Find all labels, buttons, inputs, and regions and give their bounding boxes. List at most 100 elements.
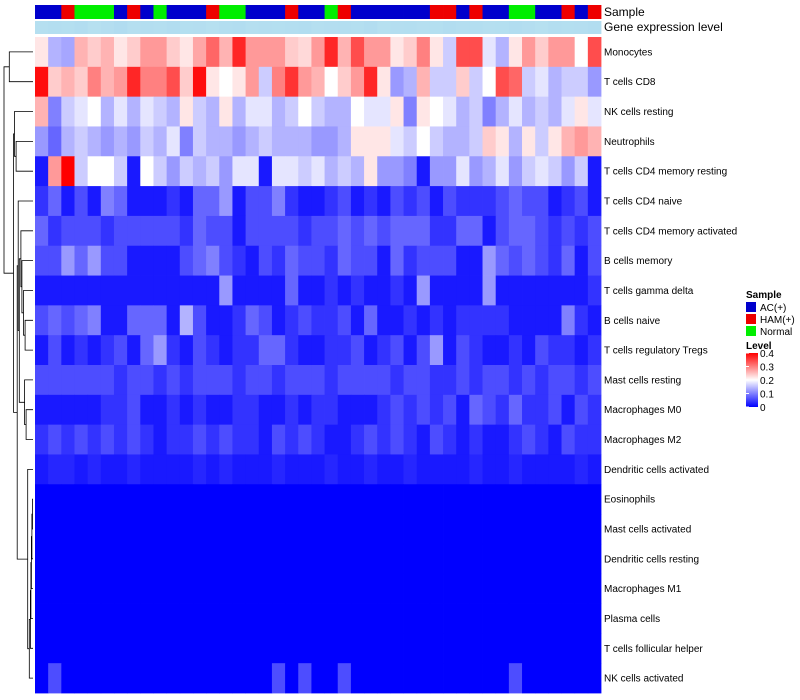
dendrogram-branch [28, 619, 33, 679]
heatmap-cell [140, 603, 154, 634]
heatmap-cell [74, 394, 89, 426]
heatmap-cell [403, 245, 418, 276]
heatmap-cell [206, 543, 220, 575]
heatmap-cell [35, 454, 49, 485]
heatmap-cell [206, 484, 220, 515]
heatmap-cell [166, 96, 181, 127]
heatmap-cell [324, 245, 339, 276]
heatmap-cell [508, 37, 523, 68]
heatmap-cell [100, 633, 115, 664]
heatmap-cell [403, 663, 418, 694]
row-label: T cells regulatory Tregs [604, 346, 708, 357]
heatmap-cell [429, 126, 444, 157]
heatmap-cell [127, 37, 141, 68]
heatmap-cell [35, 215, 49, 247]
heatmap-cell [574, 603, 589, 634]
heatmap-cell [574, 454, 589, 485]
heatmap-cell [429, 275, 444, 306]
heatmap-cell [508, 126, 523, 157]
row-label: B cells memory [604, 256, 672, 267]
heatmap-cell [74, 514, 89, 545]
heatmap-cell [469, 633, 483, 664]
heatmap-cell [74, 37, 89, 68]
heatmap-cell [192, 365, 207, 396]
heatmap-cell [561, 514, 576, 545]
heatmap-cell [87, 484, 102, 515]
gene-expression-cell [219, 21, 233, 34]
heatmap-cell [298, 66, 312, 98]
heatmap-cell [350, 66, 365, 98]
heatmap-cell [416, 126, 431, 157]
heatmap-cell [337, 394, 352, 426]
heatmap-cell [166, 394, 181, 426]
heatmap-cell [74, 156, 89, 187]
heatmap-cell [377, 275, 391, 306]
heatmap-cell [140, 186, 154, 217]
heatmap-cell [298, 365, 312, 396]
heatmap-cell [206, 215, 220, 247]
heatmap-cell [285, 514, 299, 545]
heatmap-cell [140, 156, 154, 187]
heatmap-cell [192, 245, 207, 276]
heatmap-cell [535, 215, 549, 247]
heatmap-cell [403, 543, 418, 575]
heatmap-cell [271, 484, 286, 515]
heatmap-cell [179, 394, 194, 426]
heatmap-cell [337, 215, 352, 247]
heatmap-cell [258, 365, 273, 396]
heatmap-cell [587, 126, 602, 157]
heatmap-cell [298, 394, 312, 426]
heatmap-cell [522, 484, 536, 515]
heatmap-cell [258, 573, 273, 604]
heatmap-cell [429, 66, 444, 98]
heatmap-cell [535, 365, 549, 396]
heatmap-cell [403, 633, 418, 664]
dendrogram-branch [15, 141, 33, 172]
row-label: Monocytes [604, 47, 652, 58]
gene-expression-cell [298, 21, 312, 34]
heatmap-cell [416, 484, 431, 515]
heatmap-cell [377, 245, 391, 276]
heatmap-cell [258, 156, 273, 187]
heatmap-cell [561, 66, 576, 98]
heatmap-cell [48, 37, 62, 68]
heatmap-cell [48, 215, 62, 247]
heatmap-cell [350, 424, 365, 455]
heatmap-cell [245, 275, 260, 306]
heatmap-cell [35, 186, 49, 217]
heatmap-cell [153, 96, 168, 127]
heatmap-cell [61, 66, 75, 98]
heatmap-cell [443, 126, 457, 157]
heatmap-cell [166, 633, 181, 664]
heatmap-cell [337, 186, 352, 217]
heatmap-cell [74, 424, 89, 455]
sample-annotation-cell [311, 5, 325, 19]
row-label: Dendritic cells activated [604, 465, 709, 476]
heatmap-cell [219, 454, 233, 485]
heatmap-cell [350, 663, 365, 694]
heatmap-cell [482, 96, 497, 127]
heatmap-cell [416, 156, 431, 187]
heatmap-cell [298, 335, 312, 366]
heatmap-cell [166, 663, 181, 694]
heatmap-cell [258, 37, 273, 68]
heatmap-cell [166, 305, 181, 336]
heatmap-cell [232, 603, 246, 634]
heatmap-cell [298, 573, 312, 604]
heatmap-cell [364, 215, 378, 247]
heatmap-cell [192, 126, 207, 157]
heatmap-cell [153, 37, 168, 68]
heatmap-cell [113, 484, 128, 515]
heatmap-cell [48, 424, 62, 455]
heatmap-cell [298, 215, 312, 247]
heatmap-cell [48, 305, 62, 336]
heatmap-cell [206, 186, 220, 217]
heatmap-cell [153, 126, 168, 157]
heatmap-cell [508, 156, 523, 187]
heatmap-cell [298, 126, 312, 157]
heatmap-cell [390, 365, 404, 396]
heatmap-cell [469, 335, 483, 366]
heatmap-cell [416, 96, 431, 127]
heatmap-cell [587, 215, 602, 247]
heatmap-cell [61, 215, 75, 247]
